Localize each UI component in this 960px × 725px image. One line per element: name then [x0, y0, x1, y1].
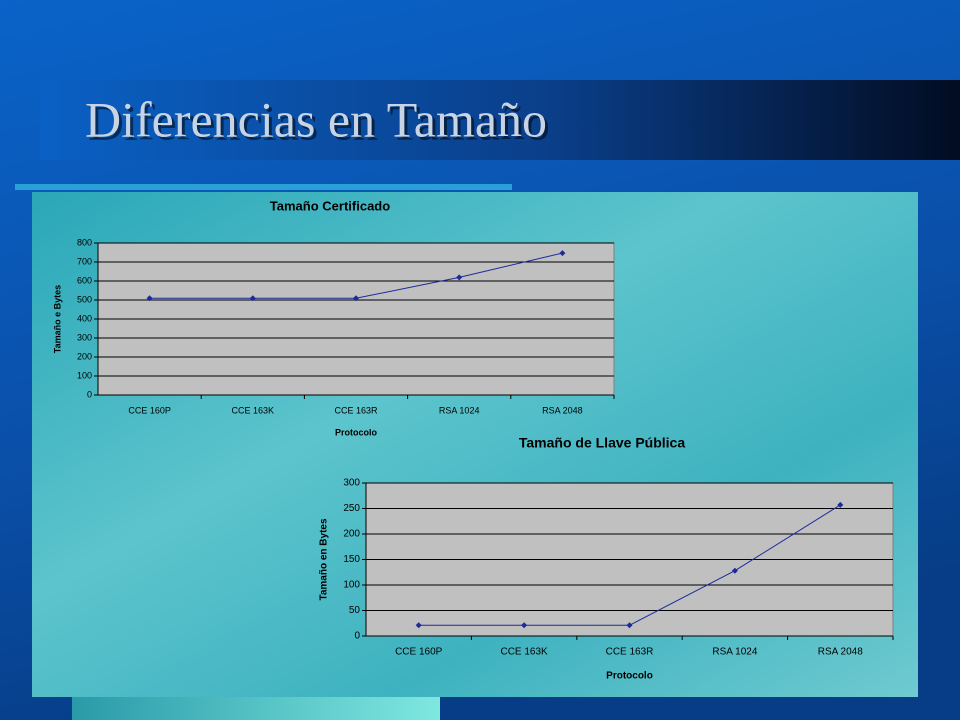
- chart-title: Tamaño de Llave Pública: [519, 435, 685, 451]
- title-shadow: Diferencias en Tamaño: [88, 94, 550, 150]
- y-tick-label: 600: [77, 275, 92, 285]
- data-point: [249, 295, 256, 302]
- y-tick-label: 700: [77, 256, 92, 266]
- x-tick-label: RSA 1024: [439, 405, 480, 415]
- x-tick-label: CCE 160P: [128, 405, 171, 415]
- accent-strip: [72, 697, 440, 720]
- charts: Tamaño Certificado0100200300400500600700…: [52, 198, 894, 682]
- y-tick-label: 100: [343, 580, 360, 591]
- x-axis-label: Protocolo: [606, 671, 653, 682]
- x-tick-label: CCE 163K: [500, 647, 548, 658]
- x-tick-label: CCE 163R: [334, 405, 378, 415]
- y-tick-label: 0: [354, 631, 360, 642]
- data-point: [559, 250, 566, 257]
- y-tick-label: 100: [77, 370, 92, 380]
- x-axis-label: Protocolo: [335, 427, 378, 437]
- y-tick-label: 300: [343, 478, 360, 489]
- data-point: [353, 295, 359, 302]
- title-band: [40, 80, 960, 160]
- chart: Tamaño de Llave Pública 0 50 100 150 200 250 30…: [319, 435, 894, 682]
- x-tick-label: RSA 1024: [712, 647, 757, 658]
- data-point: [521, 622, 528, 629]
- y-tick-label: 800: [77, 237, 92, 247]
- y-tick-label: 200: [77, 351, 92, 361]
- chart-title: Tamaño Certificado: [270, 198, 390, 213]
- data-point: [626, 622, 633, 629]
- y-axis-label: Tamaño en Bytes: [319, 518, 330, 600]
- y-tick-label: 0: [87, 389, 92, 399]
- y-tick-label: 50: [349, 605, 361, 616]
- y-tick-label: 400: [77, 313, 92, 323]
- data-point: [415, 622, 422, 629]
- y-tick-label: 500: [77, 294, 92, 304]
- x-tick-label: CCE 163K: [232, 405, 275, 415]
- y-tick-label: 300: [77, 332, 92, 342]
- data-point: [837, 501, 844, 508]
- x-tick-label: RSA 2048: [818, 647, 863, 658]
- slide-title: Diferencias en Tamaño: [85, 91, 547, 147]
- x-tick-label: RSA 2048: [542, 405, 583, 415]
- y-axis-label: Tamaño e Bytes: [52, 285, 62, 353]
- data-point: [731, 567, 738, 574]
- y-tick-label: 150: [343, 554, 360, 565]
- x-tick-label: CCE 160P: [395, 647, 443, 658]
- data-point: [146, 295, 153, 302]
- chart: Tamaño Certificado 0 100 200 300 400 500 600 700…: [52, 198, 615, 437]
- data-point: [456, 274, 463, 281]
- y-tick-label: 250: [343, 503, 360, 514]
- accent-bar: [15, 184, 512, 190]
- x-tick-label: CCE 163R: [606, 647, 654, 658]
- y-tick-label: 200: [343, 529, 360, 540]
